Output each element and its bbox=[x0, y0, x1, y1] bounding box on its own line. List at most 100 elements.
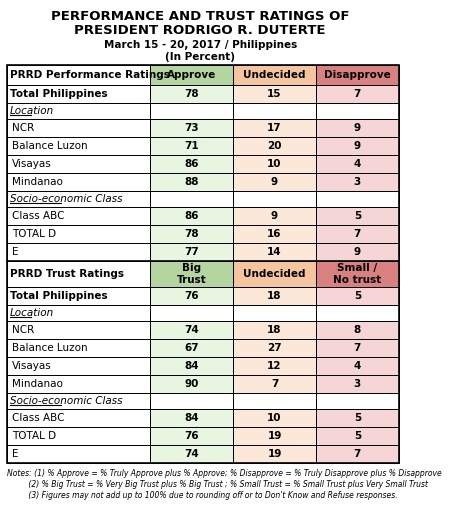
Text: 14: 14 bbox=[267, 247, 282, 257]
Text: 5: 5 bbox=[354, 211, 361, 221]
Text: 84: 84 bbox=[184, 361, 199, 371]
Text: PRESIDENT RODRIGO R. DUTERTE: PRESIDENT RODRIGO R. DUTERTE bbox=[74, 24, 326, 37]
Text: 9: 9 bbox=[354, 141, 361, 151]
Bar bbox=[7, 155, 150, 173]
Bar bbox=[7, 393, 150, 409]
Text: TOTAL D: TOTAL D bbox=[12, 229, 56, 239]
Text: TOTAL D: TOTAL D bbox=[12, 431, 56, 441]
Text: 73: 73 bbox=[184, 123, 199, 133]
Text: 78: 78 bbox=[184, 229, 199, 239]
Bar bbox=[316, 261, 399, 287]
Text: Visayas: Visayas bbox=[12, 159, 52, 169]
Bar bbox=[7, 375, 150, 393]
Text: 4: 4 bbox=[354, 159, 361, 169]
Bar bbox=[233, 409, 316, 427]
Text: 7: 7 bbox=[354, 343, 361, 353]
Text: Mindanao: Mindanao bbox=[12, 177, 63, 187]
Text: Notes: (1) % Approve = % Truly Approve plus % Approve; % Disapprove = % Truly Di: Notes: (1) % Approve = % Truly Approve p… bbox=[7, 469, 441, 478]
Bar bbox=[316, 243, 399, 261]
Bar bbox=[316, 85, 399, 103]
Text: Balance Luzon: Balance Luzon bbox=[12, 343, 87, 353]
Bar bbox=[316, 321, 399, 339]
Bar bbox=[150, 85, 233, 103]
Text: E: E bbox=[12, 449, 18, 459]
Text: Visayas: Visayas bbox=[12, 361, 52, 371]
Bar bbox=[233, 103, 316, 119]
Text: 86: 86 bbox=[184, 211, 199, 221]
Text: Mindanao: Mindanao bbox=[12, 379, 63, 389]
Bar bbox=[316, 409, 399, 427]
Bar bbox=[7, 65, 150, 85]
Bar bbox=[316, 173, 399, 191]
Bar bbox=[150, 409, 233, 427]
Bar bbox=[233, 155, 316, 173]
Text: 78: 78 bbox=[184, 89, 199, 99]
Bar bbox=[150, 357, 233, 375]
Bar bbox=[316, 305, 399, 321]
Bar bbox=[233, 287, 316, 305]
Text: PRRD Trust Ratings: PRRD Trust Ratings bbox=[10, 269, 124, 279]
Text: Approve: Approve bbox=[167, 70, 216, 80]
Text: 7: 7 bbox=[354, 89, 361, 99]
Text: 9: 9 bbox=[271, 211, 278, 221]
Text: 84: 84 bbox=[184, 413, 199, 423]
Bar bbox=[316, 357, 399, 375]
Bar bbox=[150, 375, 233, 393]
Bar bbox=[233, 137, 316, 155]
Bar bbox=[7, 191, 150, 207]
Bar bbox=[316, 191, 399, 207]
Bar bbox=[150, 339, 233, 357]
Bar bbox=[150, 173, 233, 191]
Bar bbox=[150, 393, 233, 409]
Bar bbox=[150, 225, 233, 243]
Text: PRRD Performance Ratings: PRRD Performance Ratings bbox=[10, 70, 170, 80]
Text: Socio-economic Class: Socio-economic Class bbox=[10, 396, 123, 406]
Text: 7: 7 bbox=[271, 379, 278, 389]
Bar bbox=[233, 173, 316, 191]
Bar bbox=[150, 65, 233, 85]
Bar bbox=[150, 137, 233, 155]
Text: 15: 15 bbox=[267, 89, 282, 99]
Bar bbox=[7, 85, 150, 103]
Text: 10: 10 bbox=[267, 413, 282, 423]
Text: PERFORMANCE AND TRUST RATINGS OF: PERFORMANCE AND TRUST RATINGS OF bbox=[51, 10, 349, 23]
Text: 74: 74 bbox=[184, 325, 199, 335]
Text: 86: 86 bbox=[184, 159, 199, 169]
Text: Disapprove: Disapprove bbox=[324, 70, 391, 80]
Text: 74: 74 bbox=[184, 449, 199, 459]
Bar bbox=[150, 243, 233, 261]
Text: 77: 77 bbox=[184, 247, 199, 257]
Bar bbox=[7, 445, 150, 463]
Text: Class ABC: Class ABC bbox=[12, 211, 64, 221]
Bar bbox=[150, 321, 233, 339]
Bar bbox=[316, 103, 399, 119]
Text: Socio-economic Class: Socio-economic Class bbox=[10, 194, 123, 204]
Text: NCR: NCR bbox=[12, 325, 34, 335]
Bar bbox=[233, 225, 316, 243]
Bar bbox=[233, 357, 316, 375]
Bar bbox=[150, 207, 233, 225]
Text: 76: 76 bbox=[184, 291, 199, 301]
Bar bbox=[150, 445, 233, 463]
Bar bbox=[316, 339, 399, 357]
Text: March 15 - 20, 2017 / Philippines: March 15 - 20, 2017 / Philippines bbox=[104, 40, 297, 50]
Bar bbox=[7, 305, 150, 321]
Text: 18: 18 bbox=[267, 325, 282, 335]
Text: (In Percent): (In Percent) bbox=[165, 52, 235, 62]
Bar bbox=[7, 65, 399, 463]
Bar bbox=[316, 225, 399, 243]
Bar bbox=[233, 119, 316, 137]
Bar bbox=[233, 243, 316, 261]
Text: 9: 9 bbox=[354, 247, 361, 257]
Bar bbox=[7, 137, 150, 155]
Text: 71: 71 bbox=[184, 141, 199, 151]
Text: 18: 18 bbox=[267, 291, 282, 301]
Bar bbox=[150, 191, 233, 207]
Bar bbox=[7, 427, 150, 445]
Bar bbox=[233, 339, 316, 357]
Bar bbox=[7, 225, 150, 243]
Bar bbox=[316, 393, 399, 409]
Bar bbox=[150, 287, 233, 305]
Text: 3: 3 bbox=[354, 177, 361, 187]
Bar bbox=[233, 375, 316, 393]
